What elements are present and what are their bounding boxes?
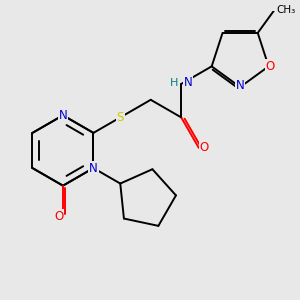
Text: N: N — [89, 162, 98, 175]
Text: CH₃: CH₃ — [277, 4, 296, 15]
Text: O: O — [200, 141, 209, 154]
Text: H: H — [170, 78, 179, 88]
Text: N: N — [184, 76, 192, 89]
Text: N: N — [236, 79, 244, 92]
Text: O: O — [54, 210, 63, 223]
Text: O: O — [266, 60, 275, 73]
Text: S: S — [117, 111, 124, 124]
Text: N: N — [58, 109, 67, 122]
